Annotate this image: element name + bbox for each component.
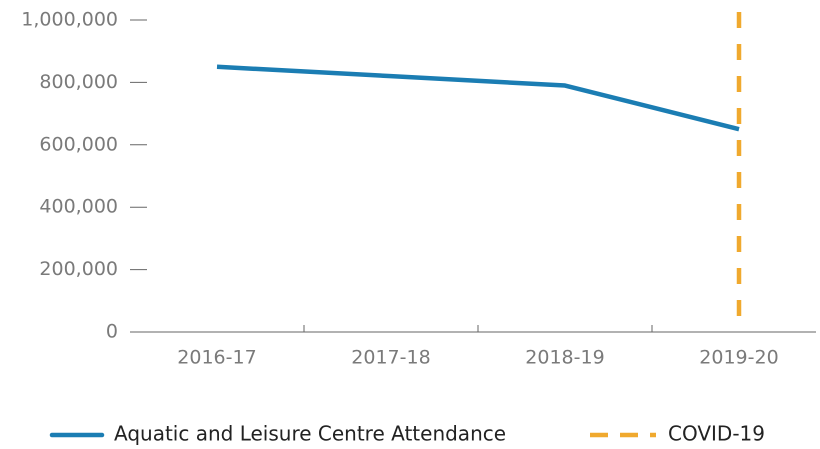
y-tick-label: 1,000,000	[21, 9, 118, 31]
y-tick-label: 0	[106, 321, 118, 343]
legend-label: Aquatic and Leisure Centre Attendance	[114, 422, 506, 446]
y-tick-label: 400,000	[39, 196, 118, 218]
x-tick-label: 2016-17	[177, 347, 256, 369]
legend-label: COVID-19	[668, 422, 765, 446]
y-tick-label: 600,000	[39, 133, 118, 155]
x-tick-label: 2017-18	[351, 347, 430, 369]
x-tick-label: 2019-20	[699, 347, 778, 369]
x-tick-label: 2018-19	[525, 347, 604, 369]
series-line	[216, 64, 740, 132]
y-tick-label: 200,000	[39, 258, 118, 280]
y-tick-label: 800,000	[39, 71, 118, 93]
